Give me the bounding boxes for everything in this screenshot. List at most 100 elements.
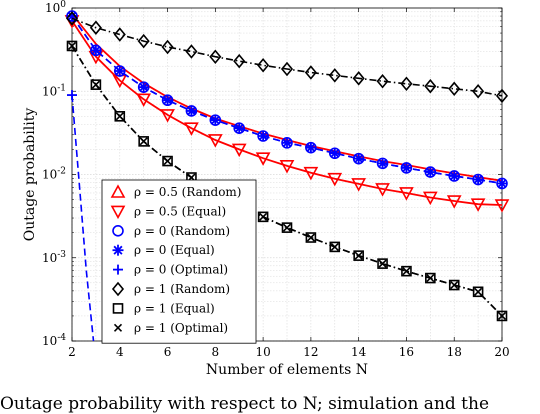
figure-caption: Outage probability with respect to N; si… <box>0 394 490 414</box>
data-point-stroke <box>163 157 172 166</box>
data-point-stroke <box>67 11 77 21</box>
data-point-shape <box>496 310 508 322</box>
data-point <box>233 122 245 134</box>
data-point-stroke <box>378 259 387 268</box>
data-point <box>162 94 174 106</box>
data-point <box>472 84 485 99</box>
data-point <box>282 223 292 232</box>
data-point <box>67 90 77 101</box>
data-point <box>402 267 411 276</box>
legend-marker-shape <box>110 184 126 198</box>
data-point <box>422 191 438 206</box>
legend-entry: ρ = 1 (Optimal) <box>113 321 228 335</box>
legend-marker <box>112 303 124 314</box>
legend-label: ρ = 0 (Optimal) <box>134 263 228 277</box>
data-point-shape <box>233 53 246 69</box>
data-point <box>163 157 172 166</box>
data-point-shape <box>400 76 413 92</box>
data-point <box>67 41 77 51</box>
data-point-shape <box>352 71 365 86</box>
data-point-stroke <box>378 158 388 168</box>
x-tick-label: 20 <box>494 345 509 359</box>
data-point <box>91 80 100 89</box>
data-point-shape <box>257 58 270 73</box>
x-tick-label: 14 <box>351 345 367 359</box>
data-point-shape <box>184 122 199 136</box>
data-point-shape <box>422 191 438 206</box>
data-point-stroke <box>306 233 315 242</box>
data-point <box>114 65 126 77</box>
data-point-stroke <box>259 212 268 221</box>
legend-marker-shape <box>112 303 124 314</box>
data-point-shape <box>207 134 223 148</box>
data-point <box>495 88 509 104</box>
x-axis-label: Number of elements N <box>206 362 368 378</box>
data-point <box>450 280 459 290</box>
data-point-stroke <box>186 106 196 116</box>
data-point <box>207 134 223 148</box>
y-axis-label: Outage probability <box>22 108 38 242</box>
x-tick-label: 16 <box>399 345 414 359</box>
series-line <box>71 95 95 342</box>
data-point <box>65 11 79 26</box>
data-point-stroke <box>234 123 244 133</box>
data-point-shape <box>446 195 462 209</box>
data-point-shape <box>136 93 152 107</box>
data-point <box>115 112 124 121</box>
data-point-stroke <box>330 242 339 251</box>
data-point <box>399 187 414 201</box>
data-point-shape <box>327 172 343 187</box>
x-tick-label: 2 <box>68 345 76 359</box>
data-point <box>496 310 508 322</box>
data-point-stroke <box>67 41 77 51</box>
data-point <box>233 53 246 69</box>
data-point <box>375 183 390 197</box>
data-point <box>497 311 507 321</box>
legend-marker-shape <box>111 281 125 297</box>
data-point-stroke <box>474 287 483 296</box>
data-point <box>231 143 247 158</box>
data-point <box>280 61 294 77</box>
data-point <box>209 114 221 126</box>
data-point-shape <box>138 136 149 147</box>
data-point-shape <box>328 68 341 83</box>
data-point <box>281 137 293 149</box>
data-point <box>138 136 149 147</box>
data-point-stroke <box>401 163 411 173</box>
data-point-stroke <box>163 95 173 105</box>
data-point-shape <box>494 199 510 213</box>
data-point-shape <box>472 286 484 298</box>
data-point-shape <box>495 88 509 104</box>
data-point <box>136 93 152 107</box>
data-point-stroke <box>354 251 363 260</box>
data-point-shape <box>89 20 102 35</box>
y-tick-label: 10-1 <box>42 83 66 98</box>
legend-entry: ρ = 0 (Random) <box>112 224 230 238</box>
x-tick-label: 18 <box>447 345 462 359</box>
data-point <box>425 272 436 284</box>
legend-marker <box>112 225 124 237</box>
legend-label: ρ = 0.5 (Random) <box>134 185 241 199</box>
data-point <box>279 160 295 174</box>
data-point-stroke <box>449 171 459 181</box>
legend-label: ρ = 0 (Equal) <box>134 243 215 257</box>
data-point <box>400 76 413 92</box>
series-line <box>71 17 503 97</box>
data-point <box>89 20 102 35</box>
legend-entry: ρ = 1 (Random) <box>111 281 230 297</box>
data-point <box>400 162 412 174</box>
data-point <box>305 142 317 154</box>
legend-marker <box>112 244 124 256</box>
data-point-shape <box>161 39 174 55</box>
data-point <box>376 73 389 89</box>
data-point-stroke <box>115 112 124 121</box>
x-tick-label: 6 <box>164 345 172 359</box>
data-point <box>446 195 462 209</box>
data-point <box>184 122 199 136</box>
data-point <box>114 111 126 122</box>
data-point-shape <box>305 232 317 243</box>
data-point <box>354 251 363 260</box>
data-point <box>90 79 102 90</box>
data-point <box>351 178 367 192</box>
data-point-shape <box>257 211 269 223</box>
